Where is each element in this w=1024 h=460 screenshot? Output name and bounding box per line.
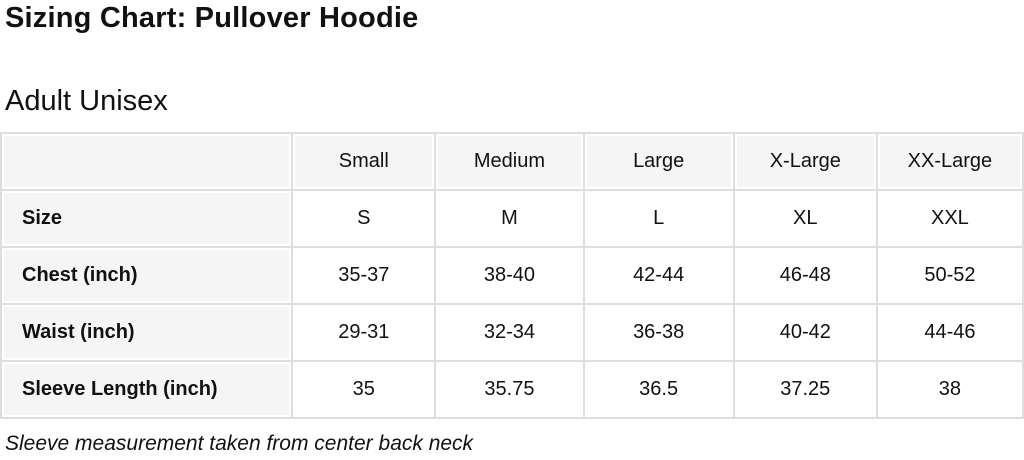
column-header-xx-large: XX-Large bbox=[875, 131, 1024, 191]
table-cell: S bbox=[291, 188, 437, 248]
sizing-table: Small Medium Large X-Large XX-Large Size… bbox=[0, 131, 1024, 419]
table-cell: L bbox=[582, 188, 735, 248]
table-cell: M bbox=[434, 188, 585, 248]
table-row-waist: Waist (inch) 29-31 32-34 36-38 40-42 44-… bbox=[0, 302, 1024, 362]
sleeve-measurement-note: Sleeve measurement taken from center bac… bbox=[5, 431, 474, 455]
column-header-large: Large bbox=[582, 131, 735, 191]
column-header-small: Small bbox=[291, 131, 437, 191]
table-cell: 35-37 bbox=[291, 245, 437, 305]
table-cell: 44-46 bbox=[875, 302, 1024, 362]
table-cell: 38 bbox=[875, 359, 1024, 419]
row-label-size: Size bbox=[0, 188, 294, 248]
table-cell: 50-52 bbox=[875, 245, 1024, 305]
table-header-row: Small Medium Large X-Large XX-Large bbox=[0, 131, 1024, 191]
table-cell: XL bbox=[732, 188, 878, 248]
table-cell: 38-40 bbox=[434, 245, 585, 305]
table-cell: 32-34 bbox=[434, 302, 585, 362]
table-cell: 35 bbox=[291, 359, 437, 419]
table-cell: 29-31 bbox=[291, 302, 437, 362]
table-cell: 40-42 bbox=[732, 302, 878, 362]
table-cell: 35.75 bbox=[434, 359, 585, 419]
row-label-waist: Waist (inch) bbox=[0, 302, 294, 362]
table-row-sleeve-length: Sleeve Length (inch) 35 35.75 36.5 37.25… bbox=[0, 359, 1024, 419]
table-cell: XXL bbox=[875, 188, 1024, 248]
table-row-chest: Chest (inch) 35-37 38-40 42-44 46-48 50-… bbox=[0, 245, 1024, 305]
page-title: Sizing Chart: Pullover Hoodie bbox=[5, 2, 419, 34]
table-cell: 46-48 bbox=[732, 245, 878, 305]
row-label-chest: Chest (inch) bbox=[0, 245, 294, 305]
row-label-sleeve-length: Sleeve Length (inch) bbox=[0, 359, 294, 419]
column-header-x-large: X-Large bbox=[732, 131, 878, 191]
section-title: Adult Unisex bbox=[5, 84, 168, 117]
table-cell: 36-38 bbox=[582, 302, 735, 362]
corner-cell bbox=[0, 131, 294, 191]
table-cell: 37.25 bbox=[732, 359, 878, 419]
column-header-medium: Medium bbox=[434, 131, 585, 191]
table-row-size: Size S M L XL XXL bbox=[0, 188, 1024, 248]
table-cell: 42-44 bbox=[582, 245, 735, 305]
table-cell: 36.5 bbox=[582, 359, 735, 419]
